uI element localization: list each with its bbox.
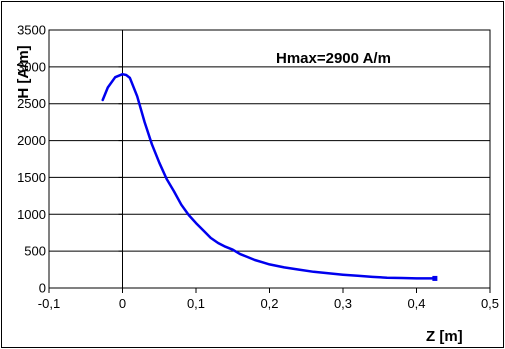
x-tick-label: -0,1 <box>38 296 60 311</box>
y-tick-label: 1500 <box>17 170 46 185</box>
x-tick-label: 0,3 <box>334 296 352 311</box>
x-tick-label: 0,4 <box>407 296 425 311</box>
series-layer <box>101 72 438 281</box>
y-axis-title: H [A/m] <box>15 45 32 98</box>
y-tick-label: 2000 <box>17 133 46 148</box>
x-tick-label: 0 <box>119 296 126 311</box>
y-tick-label: 500 <box>24 244 46 259</box>
x-tick-label: 0,1 <box>187 296 205 311</box>
plot-area <box>48 29 491 289</box>
y-tick-label: 1000 <box>17 207 46 222</box>
y-tick-label: 0 <box>39 281 46 296</box>
x-tick-label: 0,2 <box>260 296 278 311</box>
y-tick-label: 2500 <box>17 96 46 111</box>
series-line <box>101 72 437 280</box>
hmax-annotation: Hmax=2900 A/m <box>276 50 391 67</box>
y-tick-label: 3000 <box>17 59 46 74</box>
x-tick-label: 0,5 <box>481 296 499 311</box>
grid-layer <box>49 30 490 288</box>
x-axis-title: Z [m] <box>426 328 463 345</box>
series-end-point <box>432 275 438 281</box>
y-tick-label: 3500 <box>17 23 46 38</box>
